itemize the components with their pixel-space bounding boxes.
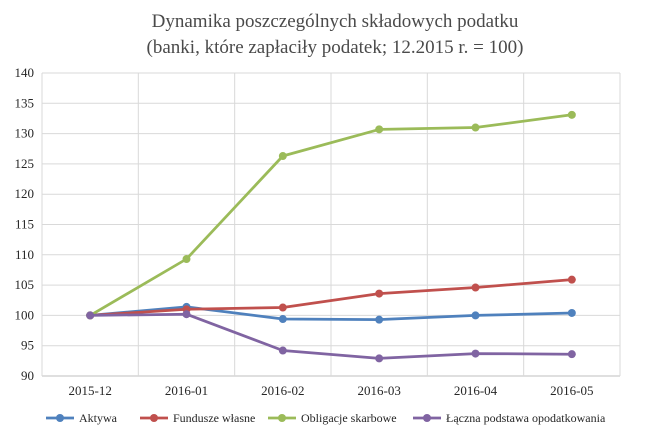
legend: Aktywa Fundusze własne Obligacje skarbowe Ł… — [46, 411, 606, 425]
y-tick-label: 95 — [21, 338, 34, 353]
series-line — [88, 305, 574, 321]
data-point — [567, 350, 576, 359]
data-point — [375, 125, 384, 134]
data-point — [278, 303, 287, 312]
series-line — [88, 278, 574, 317]
x-tick-label: 2016-03 — [357, 383, 400, 398]
x-axis-ticks: 2015-12 2016-01 2016-02 2016-03 2016-04 2016-… — [68, 383, 593, 398]
data-point — [86, 311, 95, 320]
legend-item: Łączna podstawa opodatkowania — [413, 411, 606, 425]
legend-label: Fundusze własne — [173, 411, 255, 425]
legend-swatch-marker — [278, 414, 286, 422]
legend-swatch-marker — [423, 414, 431, 422]
data-point — [567, 110, 576, 119]
legend-label: Łączna podstawa opodatkowania — [446, 411, 606, 425]
data-point — [375, 354, 384, 363]
series-group — [86, 110, 576, 363]
gridlines — [41, 72, 621, 377]
data-point — [375, 315, 384, 324]
data-point — [182, 255, 191, 264]
x-tick-label: 2016-04 — [454, 383, 498, 398]
data-point — [567, 275, 576, 284]
legend-item: Aktywa — [46, 411, 118, 425]
y-tick-label: 90 — [21, 368, 34, 383]
data-point — [375, 289, 384, 298]
data-point — [567, 308, 576, 317]
y-tick-label: 135 — [15, 95, 35, 110]
series-3 — [86, 310, 576, 363]
data-point — [471, 311, 480, 320]
data-point — [278, 346, 287, 355]
series-line — [88, 113, 574, 317]
y-tick-label: 120 — [15, 186, 35, 201]
y-tick-label: 140 — [15, 65, 35, 80]
series-line — [88, 312, 574, 360]
legend-label: Aktywa — [79, 411, 118, 425]
legend-label: Obligacje skarbowe — [301, 411, 397, 425]
legend-swatch-marker — [56, 414, 64, 422]
legend-item: Obligacje skarbowe — [268, 411, 397, 425]
y-tick-label: 105 — [15, 277, 35, 292]
data-point — [278, 315, 287, 324]
y-tick-label: 130 — [15, 126, 35, 141]
data-point — [471, 123, 480, 132]
x-tick-label: 2016-01 — [165, 383, 208, 398]
data-point — [182, 310, 191, 319]
data-point — [471, 349, 480, 358]
data-point — [278, 152, 287, 161]
y-tick-label: 115 — [15, 217, 34, 232]
y-tick-label: 100 — [15, 307, 35, 322]
legend-item: Fundusze własne — [140, 411, 255, 425]
legend-swatch-marker — [150, 414, 158, 422]
x-tick-label: 2016-02 — [261, 383, 304, 398]
x-tick-label: 2016-05 — [550, 383, 593, 398]
data-point — [471, 283, 480, 292]
y-tick-label: 110 — [15, 247, 34, 262]
chart-subtitle: (banki, które zapłaciły podatek; 12.2015… — [147, 37, 524, 58]
y-tick-label: 125 — [15, 156, 35, 171]
x-tick-label: 2015-12 — [68, 383, 111, 398]
chart-title: Dynamika poszczególnych składowych podat… — [152, 11, 519, 32]
y-axis-ticks: 90 95 100 105 110 115 120 125 130 135 140 — [15, 65, 35, 383]
